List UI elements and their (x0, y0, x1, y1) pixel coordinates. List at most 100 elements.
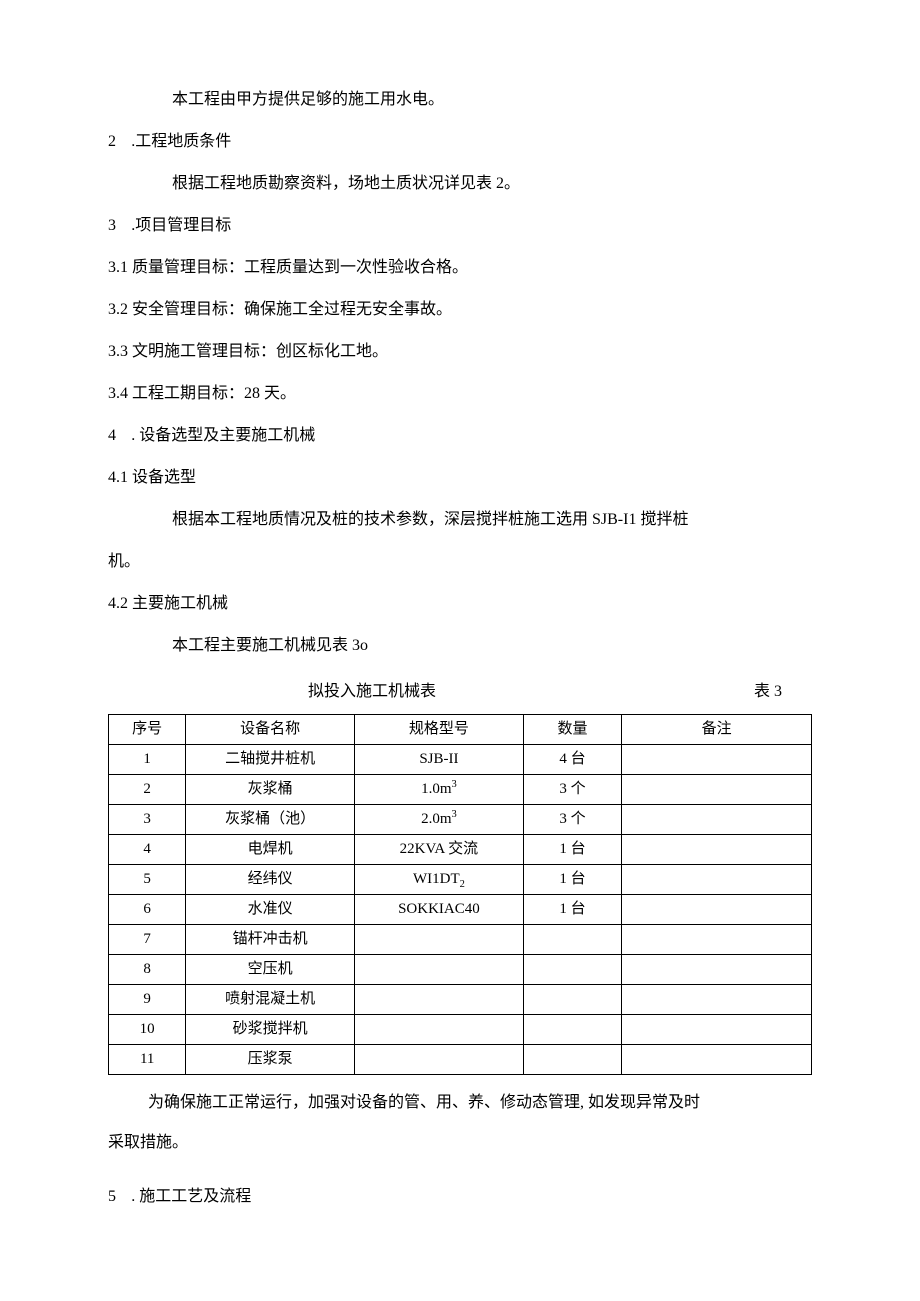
cell-spec: SOKKIAC40 (355, 895, 524, 925)
table-row: 6水准仪SOKKIAC401 台 (109, 895, 812, 925)
cell-note (622, 925, 812, 955)
after-table-paragraph-2: 采取措施。 (108, 1123, 812, 1163)
table-label: 表 3 (754, 672, 782, 712)
equipment-table: 序号 设备名称 规格型号 数量 备注 1二轴搅井桩机SJB-II4 台2灰浆桶1… (108, 714, 812, 1075)
document-body: 本工程由甲方提供足够的施工用水电。 2 .工程地质条件 根据工程地质勘察资料，场… (108, 80, 812, 1217)
section-title: . 设备选型及主要施工机械 (127, 427, 315, 444)
section-4-1-paragraph-1: 根据本工程地质情况及桩的技术参数，深层搅拌桩施工选用 SJB-I1 搅拌桩 (108, 500, 812, 540)
cell-name: 电焊机 (186, 835, 355, 865)
section-4-2-paragraph: 本工程主要施工机械见表 3o (108, 626, 812, 666)
cell-spec (355, 985, 524, 1015)
cell-name: 灰浆桶 (186, 775, 355, 805)
table-row: 1二轴搅井桩机SJB-II4 台 (109, 745, 812, 775)
cell-qty: 3 个 (523, 805, 621, 835)
cell-note (622, 1045, 812, 1075)
section-3-2: 3.2 安全管理目标：确保施工全过程无安全事故。 (108, 290, 812, 330)
table-row: 11压浆泵 (109, 1045, 812, 1075)
table-row: 10砂浆搅拌机 (109, 1015, 812, 1045)
cell-qty (523, 955, 621, 985)
cell-qty (523, 925, 621, 955)
cell-name: 经纬仪 (186, 865, 355, 895)
cell-seq: 7 (109, 925, 186, 955)
cell-seq: 11 (109, 1045, 186, 1075)
cell-name: 锚杆冲击机 (186, 925, 355, 955)
cell-seq: 8 (109, 955, 186, 985)
section-number: 4 (108, 416, 127, 456)
section-number: 3 (108, 206, 127, 246)
cell-spec (355, 925, 524, 955)
cell-spec: 22KVA 交流 (355, 835, 524, 865)
subsection-number: 3.3 (108, 343, 128, 360)
subsection-number: 3.2 (108, 301, 128, 318)
cell-qty (523, 985, 621, 1015)
subsection-text: 文明施工管理目标：创区标化工地。 (128, 343, 388, 360)
cell-spec (355, 955, 524, 985)
cell-qty: 1 台 (523, 865, 621, 895)
subsection-number: 4.2 (108, 595, 128, 612)
cell-qty (523, 1015, 621, 1045)
cell-seq: 5 (109, 865, 186, 895)
cell-name: 砂浆搅拌机 (186, 1015, 355, 1045)
subsection-number: 3.1 (108, 259, 128, 276)
cell-name: 空压机 (186, 955, 355, 985)
table-row: 9喷射混凝土机 (109, 985, 812, 1015)
section-title: .工程地质条件 (127, 133, 231, 150)
cell-note (622, 775, 812, 805)
subsection-text: 质量管理目标：工程质量达到一次性验收合格。 (128, 259, 468, 276)
after-table-paragraph-1: 为确保施工正常运行，加强对设备的管、用、养、修动态管理, 如发现异常及时 (108, 1083, 812, 1123)
cell-spec: SJB-II (355, 745, 524, 775)
section-3-heading: 3 .项目管理目标 (108, 206, 812, 246)
cell-qty: 3 个 (523, 775, 621, 805)
table-title-row: 拟投入施工机械表 表 3 (108, 672, 812, 712)
cell-name: 灰浆桶（池） (186, 805, 355, 835)
table-row: 4电焊机22KVA 交流1 台 (109, 835, 812, 865)
cell-note (622, 745, 812, 775)
cell-note (622, 1015, 812, 1045)
section-number: 5 (108, 1177, 127, 1217)
section-title: . 施工工艺及流程 (127, 1188, 251, 1205)
subsection-text: 设备选型 (128, 469, 196, 486)
cell-seq: 2 (109, 775, 186, 805)
cell-note (622, 895, 812, 925)
intro-paragraph: 本工程由甲方提供足够的施工用水电。 (108, 80, 812, 120)
table-row: 2灰浆桶1.0m33 个 (109, 775, 812, 805)
section-3-4: 3.4 工程工期目标：28 天。 (108, 374, 812, 414)
cell-seq: 10 (109, 1015, 186, 1045)
section-3-3: 3.3 文明施工管理目标：创区标化工地。 (108, 332, 812, 372)
header-spec: 规格型号 (355, 715, 524, 745)
table-title: 拟投入施工机械表 (308, 672, 436, 712)
header-note: 备注 (622, 715, 812, 745)
cell-name: 压浆泵 (186, 1045, 355, 1075)
cell-seq: 3 (109, 805, 186, 835)
table-body: 1二轴搅井桩机SJB-II4 台2灰浆桶1.0m33 个3灰浆桶（池）2.0m3… (109, 745, 812, 1075)
section-title: .项目管理目标 (127, 217, 231, 234)
section-4-2: 4.2 主要施工机械 (108, 584, 812, 624)
subsection-number: 3.4 (108, 385, 128, 402)
subsection-text: 主要施工机械 (128, 595, 228, 612)
cell-spec: WI1DT2 (355, 865, 524, 895)
section-4-heading: 4 . 设备选型及主要施工机械 (108, 416, 812, 456)
cell-spec (355, 1015, 524, 1045)
cell-name: 喷射混凝土机 (186, 985, 355, 1015)
subsection-text: 工程工期目标：28 天。 (128, 385, 296, 402)
cell-note (622, 835, 812, 865)
cell-note (622, 955, 812, 985)
cell-seq: 9 (109, 985, 186, 1015)
table-row: 3灰浆桶（池）2.0m33 个 (109, 805, 812, 835)
cell-seq: 6 (109, 895, 186, 925)
header-qty: 数量 (523, 715, 621, 745)
cell-note (622, 805, 812, 835)
cell-spec (355, 1045, 524, 1075)
section-4-1: 4.1 设备选型 (108, 458, 812, 498)
cell-qty: 1 台 (523, 835, 621, 865)
table-row: 8空压机 (109, 955, 812, 985)
section-3-1: 3.1 质量管理目标：工程质量达到一次性验收合格。 (108, 248, 812, 288)
cell-note (622, 865, 812, 895)
cell-qty: 1 台 (523, 895, 621, 925)
cell-note (622, 985, 812, 1015)
section-4-1-paragraph-2: 机。 (108, 542, 812, 582)
section-5-heading: 5 . 施工工艺及流程 (108, 1177, 812, 1217)
table-row: 5经纬仪WI1DT21 台 (109, 865, 812, 895)
section-2-paragraph: 根据工程地质勘察资料，场地土质状况详见表 2。 (108, 164, 812, 204)
table-header-row: 序号 设备名称 规格型号 数量 备注 (109, 715, 812, 745)
